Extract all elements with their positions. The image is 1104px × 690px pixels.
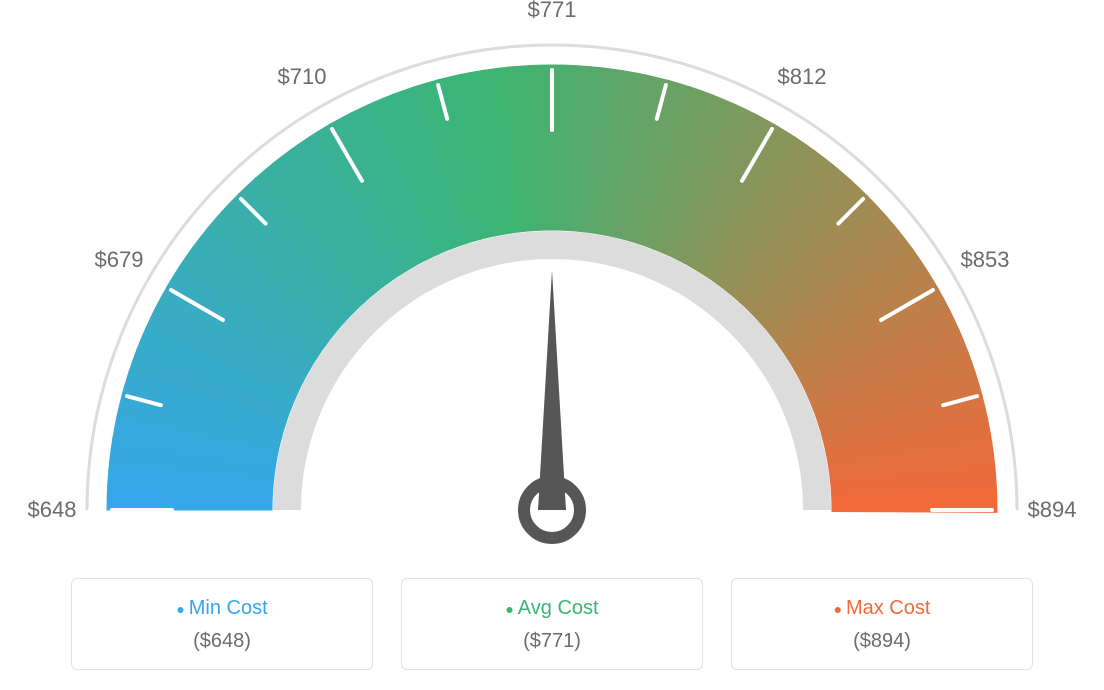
gauge-tick-label: $853 bbox=[961, 247, 1010, 273]
legend-row: Min Cost ($648) Avg Cost ($771) Max Cost… bbox=[0, 578, 1104, 670]
legend-value-max: ($894) bbox=[732, 630, 1032, 653]
legend-card-min: Min Cost ($648) bbox=[71, 578, 373, 670]
legend-title-avg: Avg Cost bbox=[402, 597, 702, 620]
gauge-tick-label: $812 bbox=[778, 64, 827, 90]
legend-card-avg: Avg Cost ($771) bbox=[401, 578, 703, 670]
gauge-svg bbox=[0, 0, 1104, 560]
gauge-tick-label: $648 bbox=[28, 497, 77, 523]
legend-value-min: ($648) bbox=[72, 630, 372, 653]
gauge-tick-label: $771 bbox=[528, 0, 577, 23]
legend-value-avg: ($771) bbox=[402, 630, 702, 653]
legend-card-max: Max Cost ($894) bbox=[731, 578, 1033, 670]
gauge-tick-label: $679 bbox=[95, 247, 144, 273]
legend-title-max: Max Cost bbox=[732, 597, 1032, 620]
gauge-area: $648 $679 $710 $771 $812 $853 $894 bbox=[0, 0, 1104, 560]
legend-title-min: Min Cost bbox=[72, 597, 372, 620]
gauge-tick-label: $894 bbox=[1028, 497, 1077, 523]
gauge-tick-label: $710 bbox=[278, 64, 327, 90]
cost-gauge-chart: $648 $679 $710 $771 $812 $853 $894 Min Cost ($… bbox=[0, 0, 1104, 690]
